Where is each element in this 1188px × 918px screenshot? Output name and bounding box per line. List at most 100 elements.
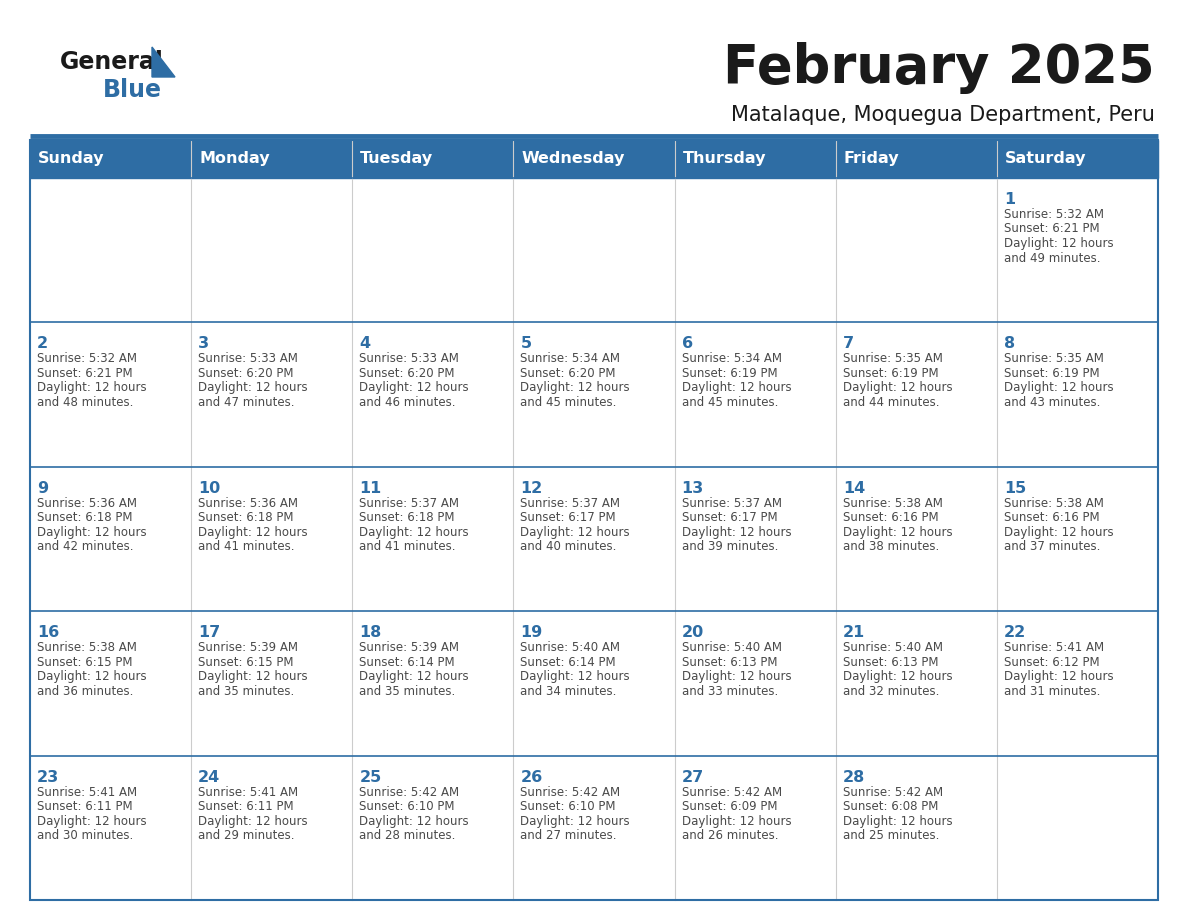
Text: Daylight: 12 hours: Daylight: 12 hours	[359, 381, 469, 395]
Text: Daylight: 12 hours: Daylight: 12 hours	[359, 814, 469, 828]
Text: 18: 18	[359, 625, 381, 640]
Text: Sunrise: 5:37 AM: Sunrise: 5:37 AM	[520, 497, 620, 509]
Text: Sunset: 6:20 PM: Sunset: 6:20 PM	[359, 367, 455, 380]
Text: 26: 26	[520, 769, 543, 785]
Text: Daylight: 12 hours: Daylight: 12 hours	[359, 670, 469, 683]
Text: Sunrise: 5:34 AM: Sunrise: 5:34 AM	[520, 353, 620, 365]
Text: Monday: Monday	[200, 151, 270, 166]
Text: Sunrise: 5:35 AM: Sunrise: 5:35 AM	[1004, 353, 1104, 365]
Text: 21: 21	[842, 625, 865, 640]
Text: and 34 minutes.: and 34 minutes.	[520, 685, 617, 698]
Text: and 44 minutes.: and 44 minutes.	[842, 396, 940, 409]
Text: Sunset: 6:19 PM: Sunset: 6:19 PM	[842, 367, 939, 380]
Bar	[30, 140, 1158, 900]
Text: Daylight: 12 hours: Daylight: 12 hours	[198, 381, 308, 395]
Text: Daylight: 12 hours: Daylight: 12 hours	[520, 670, 630, 683]
Text: and 43 minutes.: and 43 minutes.	[1004, 396, 1100, 409]
Text: 27: 27	[682, 769, 703, 785]
Text: Sunday: Sunday	[38, 151, 105, 166]
Text: and 40 minutes.: and 40 minutes.	[520, 541, 617, 554]
Text: Daylight: 12 hours: Daylight: 12 hours	[682, 670, 791, 683]
Text: Sunrise: 5:42 AM: Sunrise: 5:42 AM	[359, 786, 460, 799]
Text: and 32 minutes.: and 32 minutes.	[842, 685, 939, 698]
Text: Sunrise: 5:39 AM: Sunrise: 5:39 AM	[359, 641, 460, 655]
Text: 10: 10	[198, 481, 221, 496]
Text: Sunset: 6:12 PM: Sunset: 6:12 PM	[1004, 655, 1099, 668]
Text: Daylight: 12 hours: Daylight: 12 hours	[520, 526, 630, 539]
Text: Sunrise: 5:33 AM: Sunrise: 5:33 AM	[198, 353, 298, 365]
Text: February 2025: February 2025	[723, 42, 1155, 94]
Text: Sunset: 6:15 PM: Sunset: 6:15 PM	[37, 655, 133, 668]
Text: Daylight: 12 hours: Daylight: 12 hours	[359, 526, 469, 539]
Text: Thursday: Thursday	[683, 151, 766, 166]
Text: and 42 minutes.: and 42 minutes.	[37, 541, 133, 554]
Text: Sunrise: 5:42 AM: Sunrise: 5:42 AM	[520, 786, 620, 799]
Text: Daylight: 12 hours: Daylight: 12 hours	[1004, 526, 1113, 539]
Text: Sunset: 6:18 PM: Sunset: 6:18 PM	[359, 511, 455, 524]
Text: Wednesday: Wednesday	[522, 151, 625, 166]
Text: Daylight: 12 hours: Daylight: 12 hours	[37, 814, 146, 828]
Text: 23: 23	[37, 769, 59, 785]
Text: and 46 minutes.: and 46 minutes.	[359, 396, 456, 409]
Bar	[30, 140, 1158, 178]
Text: Daylight: 12 hours: Daylight: 12 hours	[520, 381, 630, 395]
Text: Sunset: 6:20 PM: Sunset: 6:20 PM	[520, 367, 615, 380]
Text: 13: 13	[682, 481, 703, 496]
Text: Daylight: 12 hours: Daylight: 12 hours	[198, 526, 308, 539]
Text: Friday: Friday	[843, 151, 899, 166]
Text: Sunrise: 5:38 AM: Sunrise: 5:38 AM	[1004, 497, 1104, 509]
Text: 3: 3	[198, 336, 209, 352]
Text: and 25 minutes.: and 25 minutes.	[842, 829, 939, 842]
Text: Sunset: 6:17 PM: Sunset: 6:17 PM	[520, 511, 617, 524]
Text: Sunset: 6:11 PM: Sunset: 6:11 PM	[198, 800, 293, 813]
Text: Sunrise: 5:36 AM: Sunrise: 5:36 AM	[198, 497, 298, 509]
Text: Daylight: 12 hours: Daylight: 12 hours	[682, 381, 791, 395]
Text: and 27 minutes.: and 27 minutes.	[520, 829, 617, 842]
Text: Daylight: 12 hours: Daylight: 12 hours	[198, 670, 308, 683]
Text: Sunrise: 5:38 AM: Sunrise: 5:38 AM	[842, 497, 942, 509]
Text: and 39 minutes.: and 39 minutes.	[682, 541, 778, 554]
Text: Blue: Blue	[103, 78, 162, 102]
Text: Daylight: 12 hours: Daylight: 12 hours	[198, 814, 308, 828]
Text: Daylight: 12 hours: Daylight: 12 hours	[842, 814, 953, 828]
Text: Daylight: 12 hours: Daylight: 12 hours	[682, 526, 791, 539]
Text: Sunrise: 5:32 AM: Sunrise: 5:32 AM	[1004, 208, 1104, 221]
Text: Matalaque, Moquegua Department, Peru: Matalaque, Moquegua Department, Peru	[731, 105, 1155, 125]
Text: Sunset: 6:10 PM: Sunset: 6:10 PM	[359, 800, 455, 813]
Text: 25: 25	[359, 769, 381, 785]
Text: 16: 16	[37, 625, 59, 640]
Text: and 45 minutes.: and 45 minutes.	[682, 396, 778, 409]
Text: Sunset: 6:19 PM: Sunset: 6:19 PM	[682, 367, 777, 380]
Text: and 29 minutes.: and 29 minutes.	[198, 829, 295, 842]
Text: Sunrise: 5:41 AM: Sunrise: 5:41 AM	[198, 786, 298, 799]
Text: Sunset: 6:13 PM: Sunset: 6:13 PM	[682, 655, 777, 668]
Text: Sunset: 6:13 PM: Sunset: 6:13 PM	[842, 655, 939, 668]
Text: 7: 7	[842, 336, 854, 352]
Text: Sunrise: 5:42 AM: Sunrise: 5:42 AM	[682, 786, 782, 799]
Text: 19: 19	[520, 625, 543, 640]
Text: Sunrise: 5:32 AM: Sunrise: 5:32 AM	[37, 353, 137, 365]
Text: Sunset: 6:16 PM: Sunset: 6:16 PM	[842, 511, 939, 524]
Text: Sunset: 6:16 PM: Sunset: 6:16 PM	[1004, 511, 1099, 524]
Text: Daylight: 12 hours: Daylight: 12 hours	[842, 670, 953, 683]
Text: Saturday: Saturday	[1005, 151, 1086, 166]
Text: 22: 22	[1004, 625, 1026, 640]
Text: and 36 minutes.: and 36 minutes.	[37, 685, 133, 698]
Text: 11: 11	[359, 481, 381, 496]
Polygon shape	[152, 47, 175, 77]
Text: Daylight: 12 hours: Daylight: 12 hours	[1004, 670, 1113, 683]
Text: Sunrise: 5:36 AM: Sunrise: 5:36 AM	[37, 497, 137, 509]
Text: Sunset: 6:15 PM: Sunset: 6:15 PM	[198, 655, 293, 668]
Text: Sunrise: 5:34 AM: Sunrise: 5:34 AM	[682, 353, 782, 365]
Text: General: General	[61, 50, 164, 74]
Text: 12: 12	[520, 481, 543, 496]
Text: Sunset: 6:14 PM: Sunset: 6:14 PM	[520, 655, 617, 668]
Text: Sunset: 6:18 PM: Sunset: 6:18 PM	[37, 511, 133, 524]
Text: Sunrise: 5:38 AM: Sunrise: 5:38 AM	[37, 641, 137, 655]
Text: Sunset: 6:19 PM: Sunset: 6:19 PM	[1004, 367, 1099, 380]
Text: Sunset: 6:17 PM: Sunset: 6:17 PM	[682, 511, 777, 524]
Text: and 37 minutes.: and 37 minutes.	[1004, 541, 1100, 554]
Text: Daylight: 12 hours: Daylight: 12 hours	[842, 526, 953, 539]
Text: Sunrise: 5:40 AM: Sunrise: 5:40 AM	[682, 641, 782, 655]
Text: Sunrise: 5:42 AM: Sunrise: 5:42 AM	[842, 786, 943, 799]
